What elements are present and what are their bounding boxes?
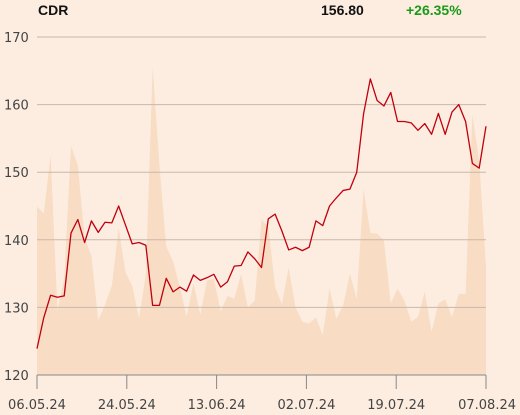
y-tick-label: 150 [4, 166, 29, 181]
ticker-symbol: CDR [38, 2, 69, 18]
price-line-layer [36, 78, 487, 349]
x-tick-label: 07.08.24 [458, 398, 516, 413]
y-tick-label: 170 [4, 31, 29, 46]
y-tick-label: 120 [4, 369, 29, 384]
price-line [36, 78, 487, 349]
last-price: 156.80 [321, 2, 364, 18]
y-tick-label: 160 [4, 99, 29, 114]
y-tick-label: 130 [4, 301, 29, 316]
x-axis: 06.05.24 24.05.24 13.06.24 02.07.24 19.07.24… [8, 374, 516, 413]
x-tick-label: 02.07.24 [277, 398, 335, 413]
x-tick-label: 24.05.24 [98, 398, 156, 413]
percent-change: +26.35% [406, 2, 462, 18]
y-axis: 120 130 140 150 160 170 [4, 31, 29, 384]
x-tick-label: 19.07.24 [367, 398, 425, 413]
volume-area [37, 67, 486, 376]
x-tick-label: 06.05.24 [8, 398, 66, 413]
y-tick-label: 140 [4, 234, 29, 249]
x-tick-label: 13.06.24 [188, 398, 246, 413]
volume-area-layer [37, 67, 486, 376]
